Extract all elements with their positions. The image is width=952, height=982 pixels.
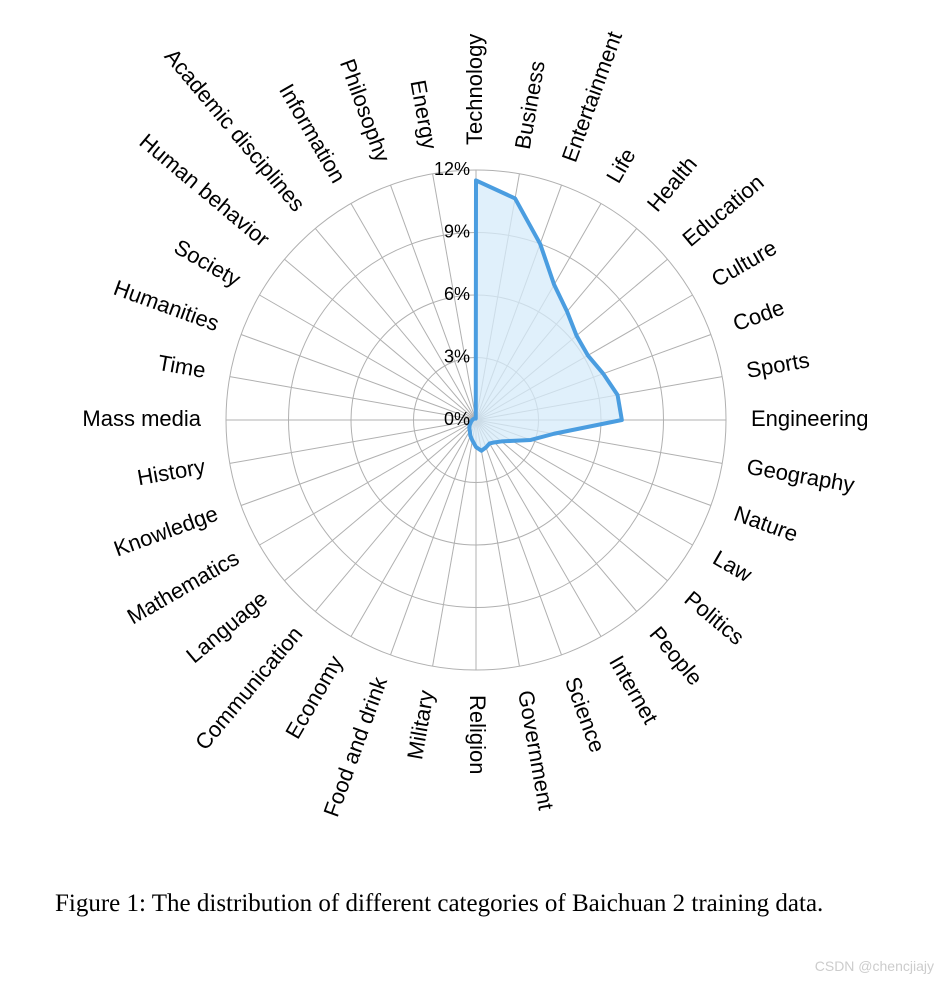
axis-label: Energy — [405, 78, 442, 151]
axis-label: Nature — [731, 501, 802, 547]
axis-label: People — [644, 622, 707, 691]
axis-label: Entertainment — [557, 28, 627, 165]
axis-label: Economy — [280, 651, 348, 743]
axis-label: History — [135, 454, 207, 491]
axis-label: Technology — [462, 34, 487, 145]
axis-label: Government — [513, 688, 559, 812]
axis-label: Health — [642, 152, 702, 217]
axis-label: Code — [730, 295, 788, 336]
axis-label: Society — [170, 234, 245, 292]
axis-label: Law — [709, 545, 757, 587]
axis-label: Academic disciplines — [160, 44, 310, 216]
radar-chart: 0% 3% 6% 9% 12% Technology BusinessEntertainme… — [0, 0, 952, 870]
radial-tick-label: 0% — [444, 409, 470, 429]
axis-label: Business — [510, 59, 550, 151]
axis-label: Philosophy — [335, 56, 395, 166]
axis-label: Religion — [465, 695, 490, 775]
radial-tick-label: 3% — [444, 347, 470, 367]
axis-label: Life — [601, 144, 640, 187]
axis-label: Knowledge — [110, 501, 221, 562]
axis-label: Geography — [745, 454, 857, 498]
axis-label: Culture — [707, 235, 781, 292]
axis-label: Internet — [604, 651, 663, 728]
axis-label: Politics — [680, 586, 749, 650]
figure-caption: Figure 1: The distribution of different … — [55, 890, 932, 918]
radial-tick-label: 9% — [444, 222, 470, 242]
axis-label: Sports — [744, 347, 811, 383]
radial-tick-label: 6% — [444, 284, 470, 304]
axis-label: Engineering — [751, 406, 868, 431]
axis-label: Education — [678, 169, 769, 251]
axis-label: Mass media — [82, 406, 201, 431]
radial-tick-label: 12% — [434, 159, 470, 179]
watermark: CSDN @chencjiajy — [815, 958, 934, 974]
axis-label: Time — [156, 350, 208, 383]
axis-label: Military — [402, 688, 439, 761]
figure-container: 0% 3% 6% 9% 12% Technology BusinessEntertainme… — [0, 0, 952, 982]
axis-label: Humanities — [110, 275, 222, 336]
axis-label: Science — [560, 674, 610, 756]
